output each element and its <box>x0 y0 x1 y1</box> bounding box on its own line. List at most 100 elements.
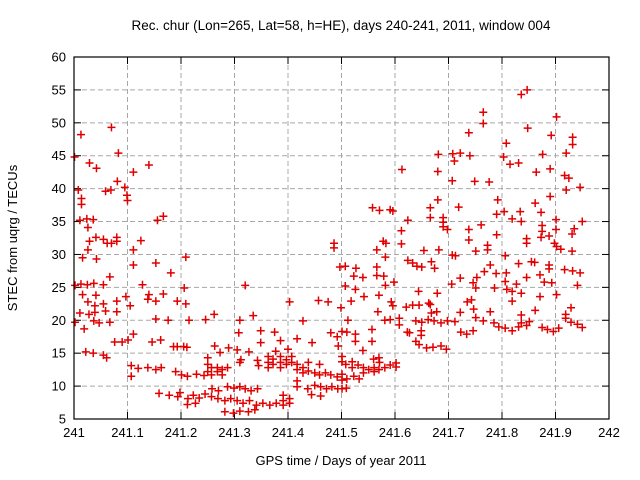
data-point-marker <box>448 176 457 185</box>
data-point-marker <box>568 140 577 149</box>
data-point-marker <box>83 223 92 232</box>
x-tick-label: 241.1 <box>111 425 144 440</box>
data-point-marker <box>180 284 189 293</box>
data-point-marker <box>156 336 165 345</box>
data-point-marker <box>537 208 546 217</box>
data-point-marker <box>522 239 531 248</box>
data-point-marker <box>562 185 571 194</box>
data-point-marker <box>250 405 259 414</box>
data-point-marker <box>443 225 452 234</box>
data-point-marker <box>462 330 471 339</box>
data-point-marker <box>430 316 439 325</box>
data-point-marker <box>236 355 245 364</box>
data-point-marker <box>244 347 253 356</box>
data-point-marker <box>479 119 488 128</box>
data-point-marker <box>324 297 333 306</box>
data-point-marker <box>388 207 397 216</box>
data-point-marker <box>477 220 486 229</box>
data-point-marker <box>392 363 401 372</box>
data-point-marker <box>508 214 517 223</box>
data-point-marker <box>92 164 101 173</box>
data-point-marker <box>419 246 428 255</box>
data-point-marker <box>285 297 294 306</box>
data-point-marker <box>472 273 481 282</box>
data-point-marker <box>547 131 556 140</box>
data-point-marker <box>502 268 511 277</box>
data-point-marker <box>112 297 121 306</box>
data-point-marker <box>552 290 561 299</box>
data-point-marker <box>389 278 398 287</box>
data-point-marker <box>464 235 473 244</box>
data-point-marker <box>486 307 495 316</box>
data-point-marker <box>567 318 576 327</box>
data-point-marker <box>327 382 336 391</box>
data-point-marker <box>508 326 517 335</box>
data-point-marker <box>490 284 499 293</box>
data-point-marker <box>437 318 446 327</box>
data-point-marker <box>336 303 345 312</box>
data-point-marker <box>195 393 204 402</box>
data-point-marker <box>434 150 443 159</box>
data-point-marker <box>239 399 248 408</box>
data-point-marker <box>370 367 379 376</box>
data-point-marker <box>129 168 138 177</box>
data-point-marker <box>159 289 168 298</box>
data-point-marker <box>341 282 350 291</box>
data-point-marker <box>208 384 217 393</box>
data-point-marker <box>75 309 84 318</box>
data-point-marker <box>535 270 544 279</box>
data-point-marker <box>397 226 406 235</box>
data-point-marker <box>397 165 406 174</box>
data-point-marker <box>354 361 363 370</box>
data-point-marker <box>517 217 526 226</box>
data-point-marker <box>554 324 563 333</box>
data-point-marker <box>552 112 561 121</box>
data-point-marker <box>552 242 561 251</box>
data-point-marker <box>578 323 587 332</box>
data-point-marker <box>381 281 390 290</box>
data-point-marker <box>535 292 544 301</box>
data-point-marker <box>434 245 443 254</box>
data-point-marker <box>501 277 510 286</box>
data-point-marker <box>304 358 313 367</box>
data-point-marker <box>517 90 526 99</box>
data-point-marker <box>508 287 517 296</box>
data-point-marker <box>144 290 153 299</box>
data-point-marker <box>235 382 244 391</box>
data-point-marker <box>223 363 232 372</box>
data-point-marker <box>546 164 555 173</box>
data-point-marker <box>265 401 274 410</box>
data-point-marker <box>517 311 526 320</box>
data-point-marker <box>293 376 302 385</box>
data-point-marker <box>310 368 319 377</box>
data-point-marker <box>456 308 465 317</box>
data-point-marker <box>334 341 343 350</box>
data-point-marker <box>568 230 577 239</box>
data-point-marker <box>480 267 489 276</box>
data-point-marker <box>85 237 94 246</box>
data-point-marker <box>218 370 227 379</box>
x-tick-label: 241.9 <box>539 425 572 440</box>
x-tick-label: 241.2 <box>165 425 198 440</box>
data-point-marker <box>229 409 238 418</box>
data-point-marker <box>213 367 222 376</box>
data-point-marker <box>76 130 85 139</box>
data-point-marker <box>316 391 325 400</box>
data-points <box>70 85 587 418</box>
data-point-marker <box>105 318 114 327</box>
y-tick-label: 60 <box>52 50 66 65</box>
data-point-marker <box>101 187 110 196</box>
data-point-marker <box>380 363 389 372</box>
data-point-marker <box>99 299 108 308</box>
data-point-marker <box>372 271 381 280</box>
data-point-marker <box>99 235 108 244</box>
data-point-marker <box>101 307 110 316</box>
data-point-marker <box>502 139 511 148</box>
data-point-marker <box>489 318 498 327</box>
data-point-marker <box>89 349 98 358</box>
data-point-marker <box>155 389 164 398</box>
data-point-marker <box>471 313 480 322</box>
data-point-marker <box>183 400 192 409</box>
data-point-marker <box>107 239 116 248</box>
data-point-marker <box>349 372 358 381</box>
